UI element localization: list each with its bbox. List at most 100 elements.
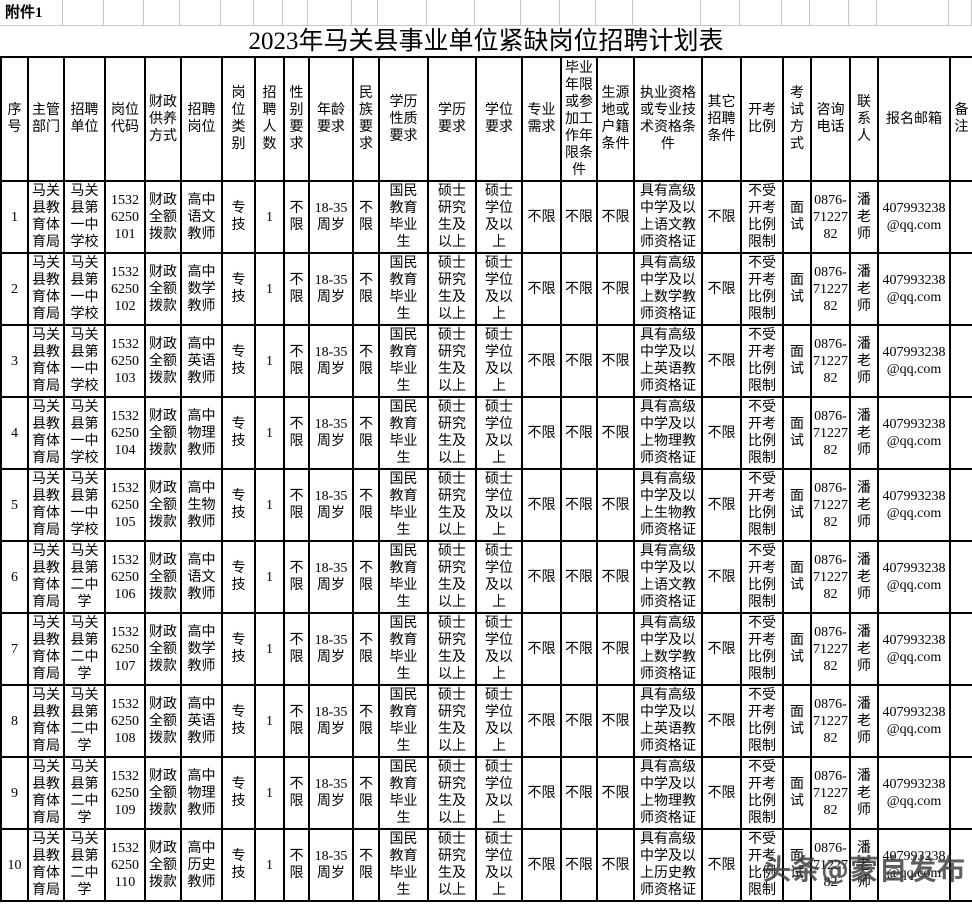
cell-qualification: 具有高级中学及以上英语教师资格证 bbox=[633, 684, 703, 758]
cell-other: 不限 bbox=[701, 540, 742, 614]
cell-category: 专技 bbox=[221, 324, 256, 398]
cell-phone: 0876-7122782 bbox=[810, 396, 851, 470]
cell-gender: 不限 bbox=[283, 684, 310, 758]
cell-qualification: 具有高级中学及以上语文教师资格证 bbox=[633, 180, 703, 254]
column-header-department: 主管部门 bbox=[27, 56, 65, 182]
cell-origin: 不限 bbox=[596, 180, 635, 254]
cell-ethnicity: 不限 bbox=[352, 396, 380, 470]
cell-years: 不限 bbox=[560, 540, 598, 614]
cell-headcount: 1 bbox=[254, 540, 285, 614]
cell-other: 不限 bbox=[701, 612, 742, 686]
recruitment-table: 序号 主管部门 招聘单位 岗位代码 财政供养方式 招聘岗位 岗位类别 招聘人数 性别要求 年龄要求… bbox=[0, 56, 972, 902]
cell-email: 407993238@qq.com bbox=[877, 468, 951, 542]
cell-education: 硕士研究生及以上 bbox=[427, 324, 477, 398]
cell-email: 407993238@qq.com bbox=[877, 540, 951, 614]
table-row: 6 马关县教育体育局 马关县第二中学 15326250106 财政全额拨款 高中语文教师专… bbox=[0, 540, 972, 614]
cell-email: 407993238@qq.com bbox=[877, 396, 951, 470]
cell-email: 407993238@qq.com bbox=[877, 756, 951, 830]
cell-contact: 潘老师 bbox=[849, 828, 879, 902]
cell-major: 不限 bbox=[521, 180, 562, 254]
cell-other: 不限 bbox=[701, 756, 742, 830]
column-header-category: 岗位类别 bbox=[221, 56, 256, 182]
cell-age: 18-35周岁 bbox=[308, 180, 354, 254]
cell-years: 不限 bbox=[560, 468, 598, 542]
cell-age: 18-35周岁 bbox=[308, 540, 354, 614]
grid-cell bbox=[877, 0, 949, 25]
attachment-row: 附件1 bbox=[0, 0, 972, 26]
grid-cell bbox=[560, 0, 596, 25]
cell-qualification: 具有高级中学及以上生物教师资格证 bbox=[633, 468, 703, 542]
cell-phone: 0876-7122782 bbox=[810, 684, 851, 758]
cell-category: 专技 bbox=[221, 180, 256, 254]
cell-origin: 不限 bbox=[596, 756, 635, 830]
column-header-contact: 联系人 bbox=[849, 56, 879, 182]
grid-cell bbox=[740, 0, 782, 25]
cell-note bbox=[949, 612, 972, 686]
cell-phone: 0876-7122782 bbox=[810, 828, 851, 902]
cell-phone: 0876-7122782 bbox=[810, 612, 851, 686]
cell-exam: 面试 bbox=[782, 252, 812, 326]
column-header-degree: 学位要求 bbox=[475, 56, 523, 182]
grid-cell bbox=[254, 0, 283, 25]
grid-cell bbox=[308, 0, 352, 25]
cell-ethnicity: 不限 bbox=[352, 828, 380, 902]
column-header-years: 毕业年限或参加工作年限条件 bbox=[560, 56, 598, 182]
grid-cell bbox=[701, 0, 740, 25]
cell-note bbox=[949, 684, 972, 758]
cell-department: 马关县教育体育局 bbox=[27, 612, 65, 686]
grid-cell bbox=[475, 0, 521, 25]
cell-position: 高中数学教师 bbox=[180, 612, 223, 686]
cell-edu-nature: 国民教育毕业生 bbox=[378, 828, 429, 902]
cell-ethnicity: 不限 bbox=[352, 180, 380, 254]
cell-ethnicity: 不限 bbox=[352, 324, 380, 398]
column-header-education: 学历要求 bbox=[427, 56, 477, 182]
column-header-ratio: 开考比例 bbox=[740, 56, 784, 182]
cell-funding: 财政全额拨款 bbox=[144, 252, 182, 326]
cell-headcount: 1 bbox=[254, 756, 285, 830]
cell-ratio: 不受开考比例限制 bbox=[740, 252, 784, 326]
cell-ethnicity: 不限 bbox=[352, 756, 380, 830]
cell-employer: 马关县第二中学 bbox=[63, 684, 106, 758]
cell-years: 不限 bbox=[560, 324, 598, 398]
cell-code: 15326250105 bbox=[104, 468, 146, 542]
cell-major: 不限 bbox=[521, 252, 562, 326]
cell-origin: 不限 bbox=[596, 684, 635, 758]
cell-degree: 硕士学位及以上 bbox=[475, 468, 523, 542]
column-header-gender: 性别要求 bbox=[283, 56, 310, 182]
column-header-major: 专业需求 bbox=[521, 56, 562, 182]
cell-major: 不限 bbox=[521, 324, 562, 398]
cell-ethnicity: 不限 bbox=[352, 252, 380, 326]
cell-index: 6 bbox=[0, 540, 29, 614]
table-header: 序号 主管部门 招聘单位 岗位代码 财政供养方式 招聘岗位 岗位类别 招聘人数 性别要求 年龄要求… bbox=[0, 56, 972, 182]
grid-cell bbox=[63, 0, 104, 25]
cell-employer: 马关县第一中学校 bbox=[63, 396, 106, 470]
cell-degree: 硕士学位及以上 bbox=[475, 828, 523, 902]
cell-gender: 不限 bbox=[283, 468, 310, 542]
column-header-index: 序号 bbox=[0, 56, 29, 182]
cell-index: 3 bbox=[0, 324, 29, 398]
cell-headcount: 1 bbox=[254, 324, 285, 398]
cell-gender: 不限 bbox=[283, 180, 310, 254]
cell-degree: 硕士学位及以上 bbox=[475, 396, 523, 470]
cell-education: 硕士研究生及以上 bbox=[427, 828, 477, 902]
cell-major: 不限 bbox=[521, 756, 562, 830]
cell-position: 高中语文教师 bbox=[180, 180, 223, 254]
cell-major: 不限 bbox=[521, 468, 562, 542]
table-row: 1 马关县教育体育局 马关县第一中学校 15326250101 财政全额拨款 高中语文教师… bbox=[0, 180, 972, 254]
column-header-employer: 招聘单位 bbox=[63, 56, 106, 182]
grid-cell bbox=[180, 0, 221, 25]
cell-ethnicity: 不限 bbox=[352, 540, 380, 614]
cell-code: 15326250101 bbox=[104, 180, 146, 254]
cell-ethnicity: 不限 bbox=[352, 612, 380, 686]
cell-position: 高中生物教师 bbox=[180, 468, 223, 542]
cell-contact: 潘老师 bbox=[849, 324, 879, 398]
column-header-edu-nature: 学历性质要求 bbox=[378, 56, 429, 182]
cell-code: 15326250107 bbox=[104, 612, 146, 686]
cell-education: 硕士研究生及以上 bbox=[427, 756, 477, 830]
cell-department: 马关县教育体育局 bbox=[27, 684, 65, 758]
cell-funding: 财政全额拨款 bbox=[144, 828, 182, 902]
cell-major: 不限 bbox=[521, 684, 562, 758]
table-row: 7 马关县教育体育局 马关县第二中学 15326250107 财政全额拨款 高中数学教师专… bbox=[0, 612, 972, 686]
cell-position: 高中英语教师 bbox=[180, 324, 223, 398]
cell-category: 专技 bbox=[221, 684, 256, 758]
